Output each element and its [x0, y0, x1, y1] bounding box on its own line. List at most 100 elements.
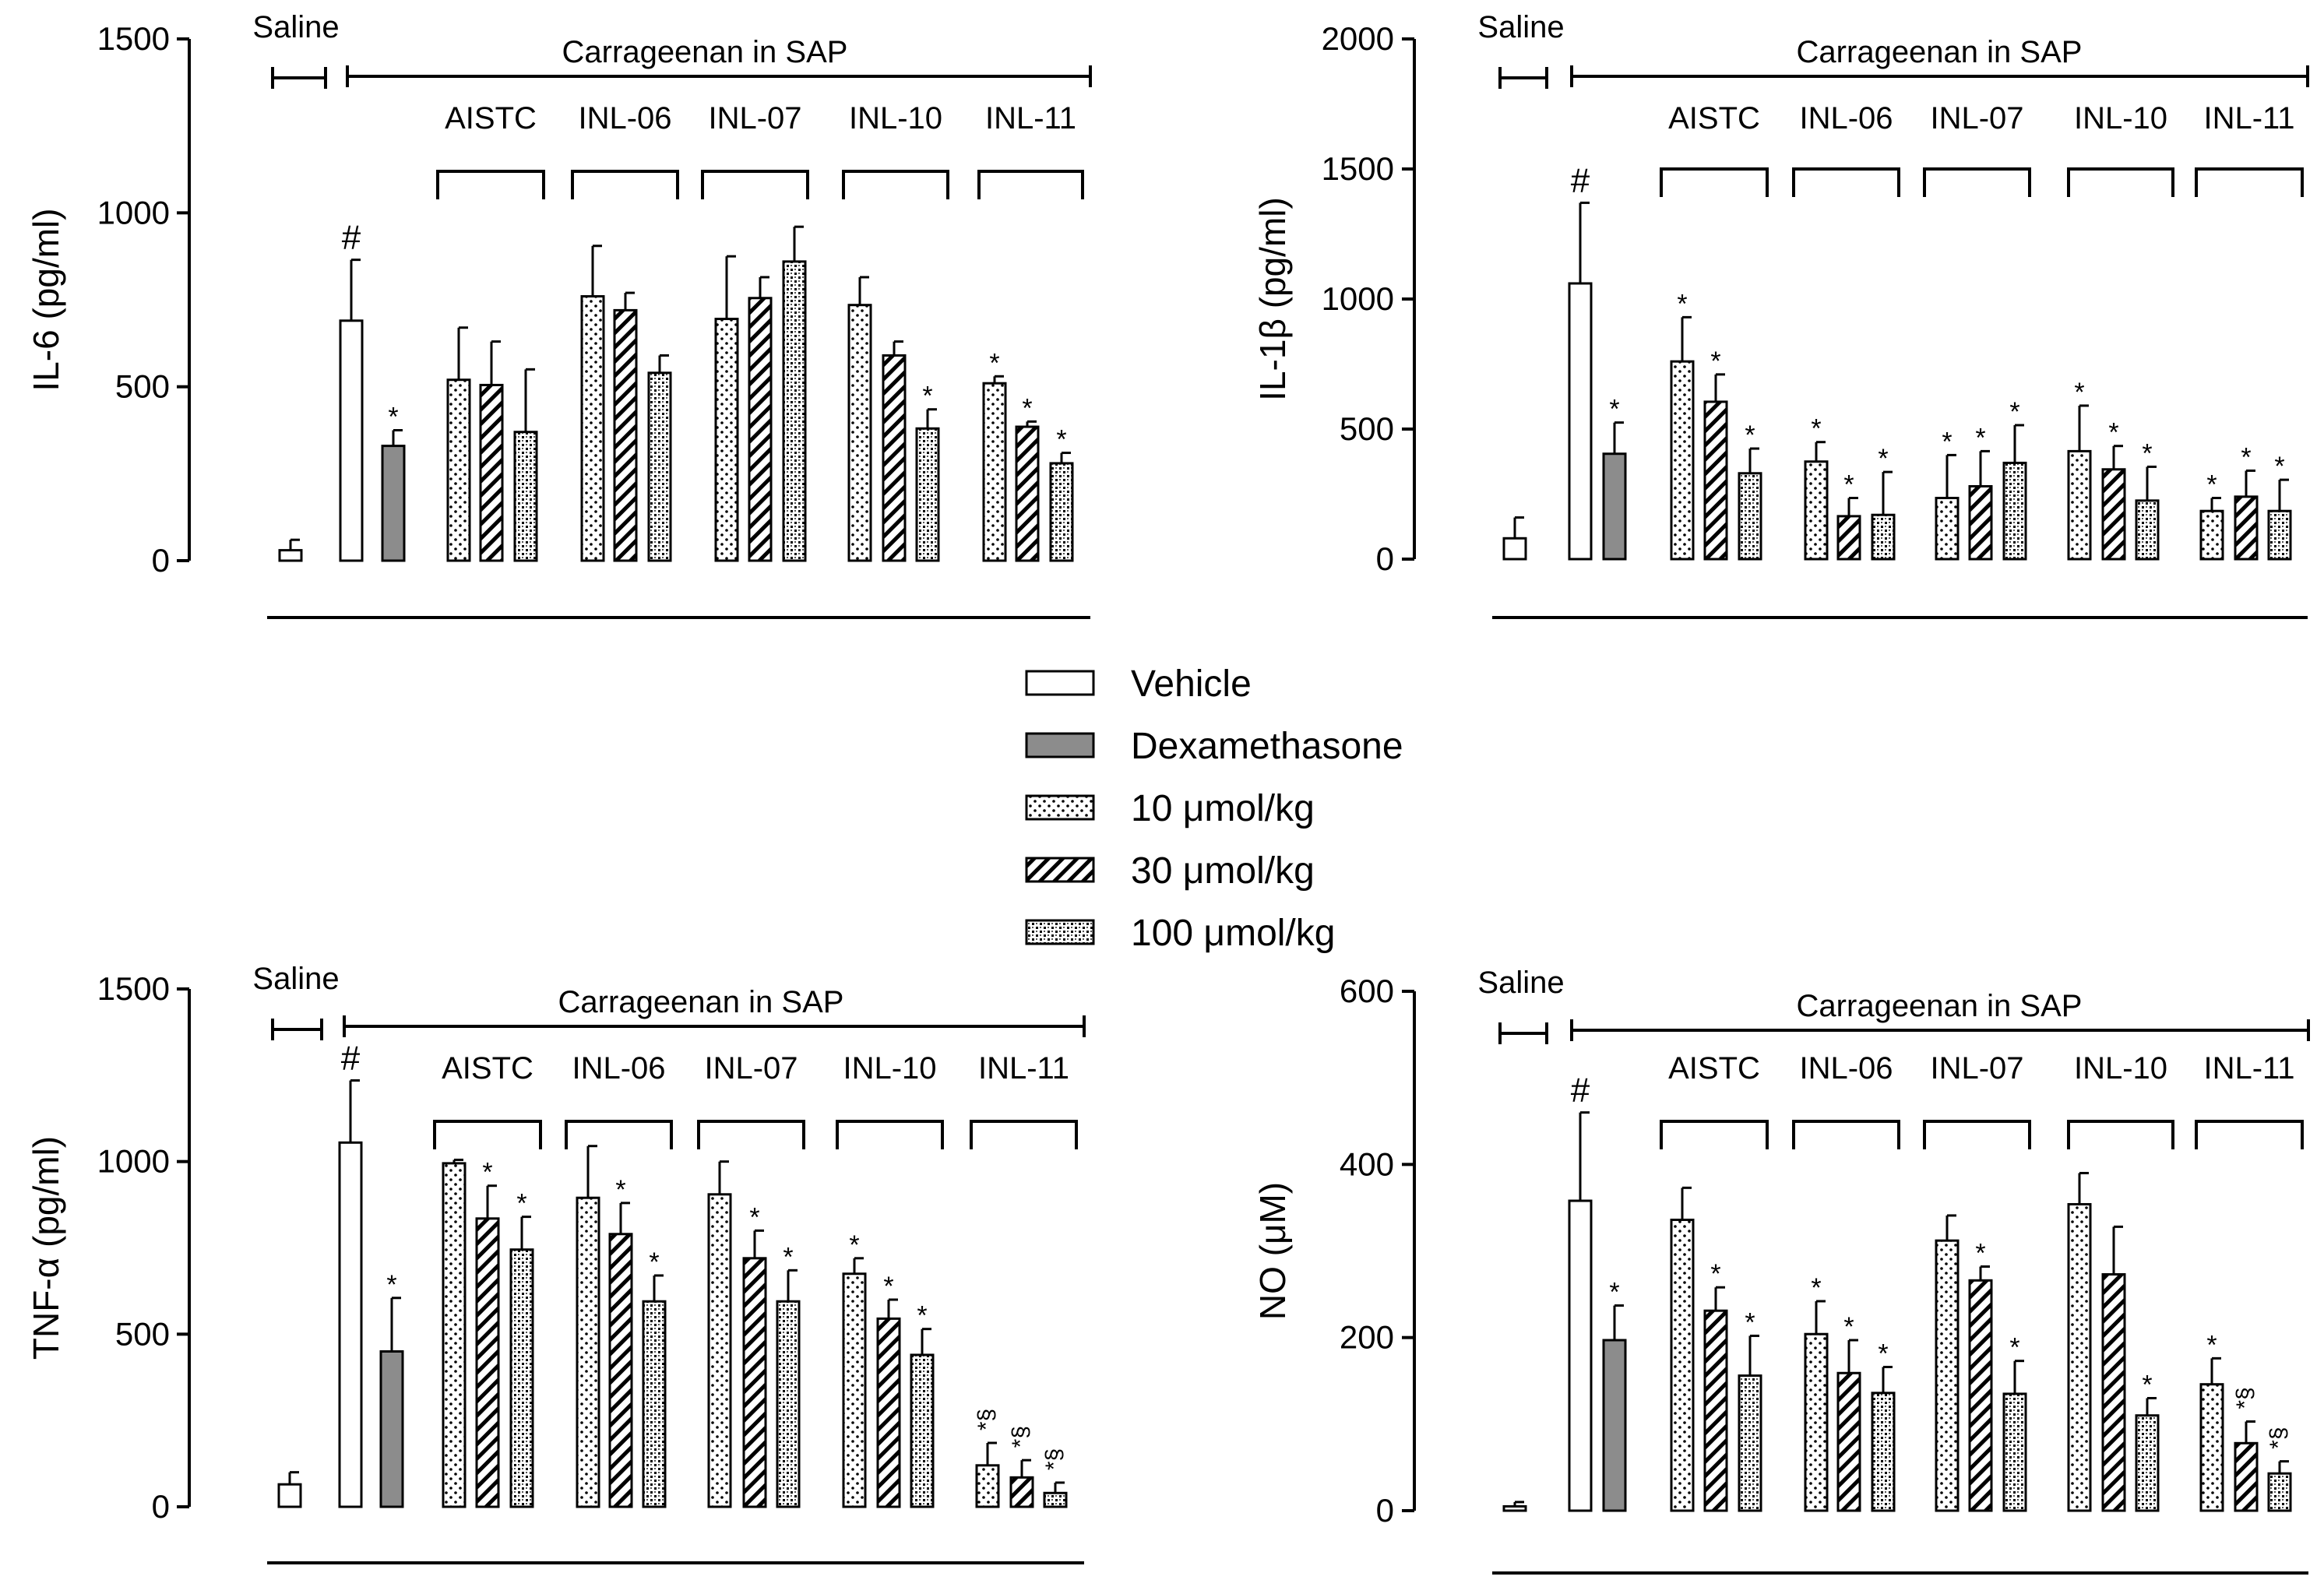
y-tick-label: 0 [152, 542, 170, 579]
bar-10 [446, 378, 471, 562]
group-label-INL-11: INL-11 [2203, 101, 2294, 135]
significance-annotation: * [1942, 427, 1952, 456]
significance-annotation: * [386, 1270, 396, 1300]
significance-annotation: # [1571, 161, 1590, 199]
carrageenan-label: Carrageenan in SAP [562, 35, 848, 69]
bar-100 [776, 1300, 801, 1508]
significance-annotation: * [1878, 444, 1888, 473]
group-label-INL-06: INL-06 [578, 101, 671, 135]
bar-Vehicle [1502, 537, 1527, 561]
significance-annotation: # [342, 219, 361, 257]
bar-10 [1935, 497, 1960, 561]
bar-30 [1703, 400, 1728, 561]
bar-10 [1670, 1218, 1695, 1512]
significance-annotation: # [341, 1039, 361, 1077]
group-label-INL-06: INL-06 [572, 1051, 665, 1086]
significance-annotation: * [388, 403, 398, 432]
bar-Vehicle [339, 319, 364, 562]
bar-10 [847, 304, 872, 562]
significance-annotation: * [849, 1230, 859, 1260]
bar-30 [2234, 1441, 2259, 1512]
y-tick-label: 500 [1340, 410, 1394, 447]
bar-30 [748, 297, 773, 562]
significance-annotation: * [749, 1202, 759, 1232]
legend-label-10: 10 μmol/kg [1131, 788, 1315, 829]
bar-10 [982, 382, 1007, 562]
chart-panel-bottom-right: 0 200 400 600 NO (μM) Saline Carrageenan in SA… [1252, 966, 2310, 1575]
bar-100 [1738, 472, 1762, 561]
legend-label-Dexamethasone: Dexamethasone [1131, 726, 1403, 767]
bar-Vehicle [1568, 282, 1593, 561]
bar-10 [842, 1272, 867, 1508]
bar-100 [2002, 461, 2027, 561]
bar-30 [2234, 495, 2259, 561]
y-tick-label: 200 [1340, 1319, 1394, 1356]
significance-annotation: *§ [1041, 1448, 1067, 1470]
bar-30 [1836, 515, 1861, 561]
significance-annotation: * [1745, 1307, 1755, 1337]
legend-label-100: 100 μmol/kg [1131, 913, 1335, 954]
bar-100 [910, 1353, 935, 1508]
y-axis-title: IL-1β (pg/ml) [1252, 197, 1293, 401]
group-label-INL-10: INL-10 [2074, 101, 2167, 135]
saline-label: Saline [1477, 10, 1564, 44]
bar-100 [642, 1300, 667, 1508]
bar-30 [742, 1257, 767, 1508]
bar-30 [1015, 425, 1040, 562]
saline-label: Saline [1477, 966, 1564, 1000]
significance-annotation: * [1677, 289, 1687, 318]
y-tick-label: 1500 [97, 970, 170, 1007]
significance-annotation: * [1609, 395, 1619, 424]
bar-10 [1804, 1332, 1829, 1512]
bar-100 [2267, 1472, 2292, 1512]
group-label-INL-11: INL-11 [978, 1051, 1069, 1086]
legend-swatch-10 [1025, 794, 1095, 821]
bar-100 [1871, 1392, 1896, 1512]
significance-annotation: * [2074, 378, 2084, 407]
group-bracket [1660, 1120, 1769, 1149]
group-label-AISTC: AISTC [1668, 1051, 1760, 1086]
group-label-INL-07: INL-07 [708, 101, 801, 135]
significance-annotation: *§ [1008, 1426, 1033, 1448]
group-label-INL-06: INL-06 [1799, 101, 1893, 135]
bar-Vehicle [1568, 1199, 1593, 1512]
bar-10 [707, 1193, 732, 1508]
bar-100 [2002, 1392, 2027, 1512]
group-bracket [565, 1120, 673, 1149]
y-tick-label: 0 [152, 1488, 170, 1525]
group-bracket [2067, 167, 2174, 197]
group-bracket [1923, 1120, 2031, 1149]
bar-100 [915, 427, 940, 562]
bar-10 [442, 1162, 467, 1508]
group-bracket [436, 170, 545, 199]
significance-annotation: *§ [974, 1409, 999, 1430]
significance-annotation: * [2241, 442, 2251, 472]
bar-10 [975, 1464, 1000, 1508]
legend-swatch-30 [1025, 857, 1095, 883]
bar-10 [576, 1196, 600, 1508]
group-label-INL-06: INL-06 [1799, 1051, 1893, 1086]
significance-annotation: * [2142, 438, 2152, 468]
significance-annotation: * [1710, 347, 1720, 376]
significance-annotation: * [1745, 421, 1755, 450]
y-axis-title: IL-6 (pg/ml) [26, 208, 66, 391]
carrageenan-label: Carrageenan in SAP [558, 985, 844, 1019]
group-label-INL-07: INL-07 [1930, 101, 2023, 135]
significance-annotation: * [1056, 425, 1066, 455]
group-bracket [697, 1120, 805, 1149]
y-tick-label: 500 [115, 368, 170, 405]
y-tick-label: 1500 [97, 20, 170, 57]
bar-100 [2267, 509, 2292, 561]
bar-10 [1935, 1239, 1960, 1512]
bar-30 [876, 1317, 901, 1508]
bar-10 [1804, 460, 1829, 561]
bar-30 [1009, 1476, 1034, 1508]
bar-100 [647, 371, 672, 562]
bar-30 [1703, 1309, 1728, 1512]
group-label-INL-11: INL-11 [2203, 1051, 2294, 1086]
significance-annotation: * [2108, 418, 2118, 448]
bar-100 [509, 1248, 534, 1508]
bar-30 [1968, 1279, 1993, 1512]
significance-annotation: * [1609, 1278, 1619, 1307]
